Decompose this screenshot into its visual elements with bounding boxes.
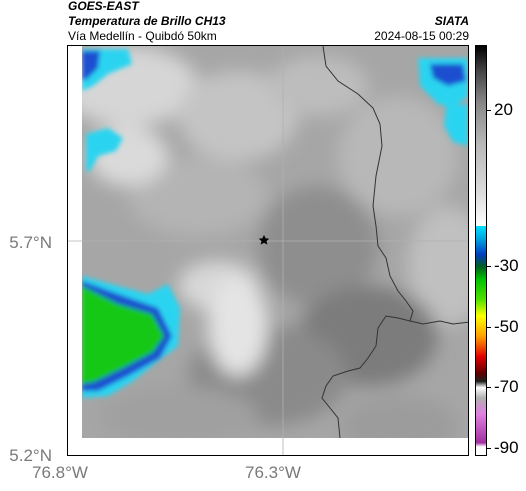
colorbar-label: -50 [494,317,519,336]
no-data-left-strip [68,46,82,455]
map-canvas [68,46,468,455]
colorbar-label: -70 [494,377,519,396]
colorbar-label: -90 [494,438,519,457]
cb-tick [487,266,491,267]
no-data-strip [68,438,468,455]
colorbar [475,45,487,456]
cb-tick [487,387,491,388]
satellite-map[interactable] [67,45,469,456]
product-title: Temperatura de Brillo CH13 [68,14,226,28]
colorbar-label: -30 [494,256,519,275]
lat-label-5-7: 5.7°N [9,233,52,252]
cb-tick [487,448,491,449]
colorbar-label: 20 [494,100,513,119]
cold-cloud-tops [82,49,468,398]
timestamp-label: 2024-08-15 00:29 [374,29,469,43]
source-label: SIATA [434,14,469,28]
route-subtitle: Vía Medellín - Quibdó 50km [68,29,217,43]
department-border-south [321,315,411,439]
lon-label-76-3: 76.3°W [245,463,301,482]
lat-label-5-2: 5.2°N [9,446,52,465]
lon-label-76-8: 76.8°W [32,463,88,482]
star-icon[interactable] [258,235,270,245]
department-border-east [409,320,468,325]
cb-tick [487,110,491,111]
cb-tick [487,327,491,328]
department-border [322,46,414,322]
satellite-title: GOES-EAST [68,0,139,13]
